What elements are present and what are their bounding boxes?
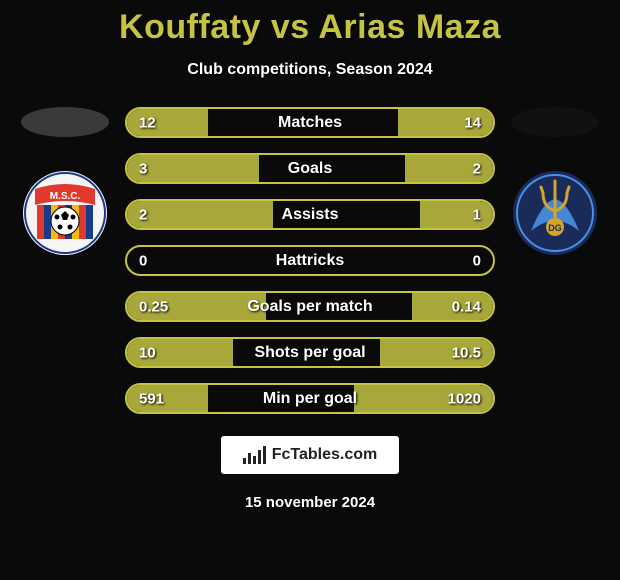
stat-row: 0.25 Goals per match 0.14	[125, 291, 495, 322]
stat-label: Assists	[282, 206, 339, 224]
stat-value-left: 0.25	[139, 298, 168, 315]
stat-label: Goals per match	[247, 298, 372, 316]
msc-badge-icon: M.S.C.	[23, 171, 107, 255]
svg-text:M.S.C.: M.S.C.	[50, 191, 81, 202]
stat-row: 12 Matches 14	[125, 107, 495, 138]
stats-column: 12Matches143Goals22Assists10Hattricks00.…	[125, 107, 495, 414]
svg-text:DG: DG	[548, 223, 562, 233]
stat-value-right: 2	[473, 160, 481, 177]
stat-label: Min per goal	[263, 390, 357, 408]
stat-value-left: 12	[139, 114, 156, 131]
stat-row: 2 Assists 1	[125, 199, 495, 230]
left-club-badge: M.S.C.	[23, 171, 107, 255]
stat-value-left: 0	[139, 252, 147, 269]
right-player-placeholder	[511, 107, 599, 137]
comparison-content: M.S.C. 12Matches143Goa	[0, 107, 620, 414]
stat-row: 591 Min per goal 1020	[125, 383, 495, 414]
subtitle: Club competitions, Season 2024	[0, 61, 620, 79]
stat-row: 3 Goals 2	[125, 153, 495, 184]
right-column: DG	[501, 107, 609, 255]
stat-label: Goals	[288, 160, 332, 178]
brand-text: FcTables.com	[272, 446, 378, 464]
footer-date: 15 november 2024	[0, 494, 620, 511]
trident-badge-icon: DG	[513, 171, 597, 255]
stat-value-left: 3	[139, 160, 147, 177]
stat-row: 0 Hattricks 0	[125, 245, 495, 276]
chart-icon	[243, 446, 266, 464]
stat-value-right: 1	[473, 206, 481, 223]
stat-value-left: 10	[139, 344, 156, 361]
brand-logo[interactable]: FcTables.com	[221, 436, 399, 474]
stat-label: Shots per goal	[254, 344, 365, 362]
right-club-badge: DG	[513, 171, 597, 255]
stat-fill-left	[127, 201, 273, 228]
stat-label: Matches	[278, 114, 342, 132]
left-column: M.S.C.	[11, 107, 119, 255]
stat-value-right: 14	[464, 114, 481, 131]
stat-fill-right	[420, 201, 493, 228]
stat-row: 10 Shots per goal 10.5	[125, 337, 495, 368]
stat-label: Hattricks	[276, 252, 344, 270]
page-title: Kouffaty vs Arias Maza	[0, 0, 620, 47]
stat-value-right: 0	[473, 252, 481, 269]
stat-value-right: 1020	[448, 390, 481, 407]
stat-value-right: 10.5	[452, 344, 481, 361]
left-player-placeholder	[21, 107, 109, 137]
stat-value-right: 0.14	[452, 298, 481, 315]
stat-value-left: 2	[139, 206, 147, 223]
stat-value-left: 591	[139, 390, 164, 407]
